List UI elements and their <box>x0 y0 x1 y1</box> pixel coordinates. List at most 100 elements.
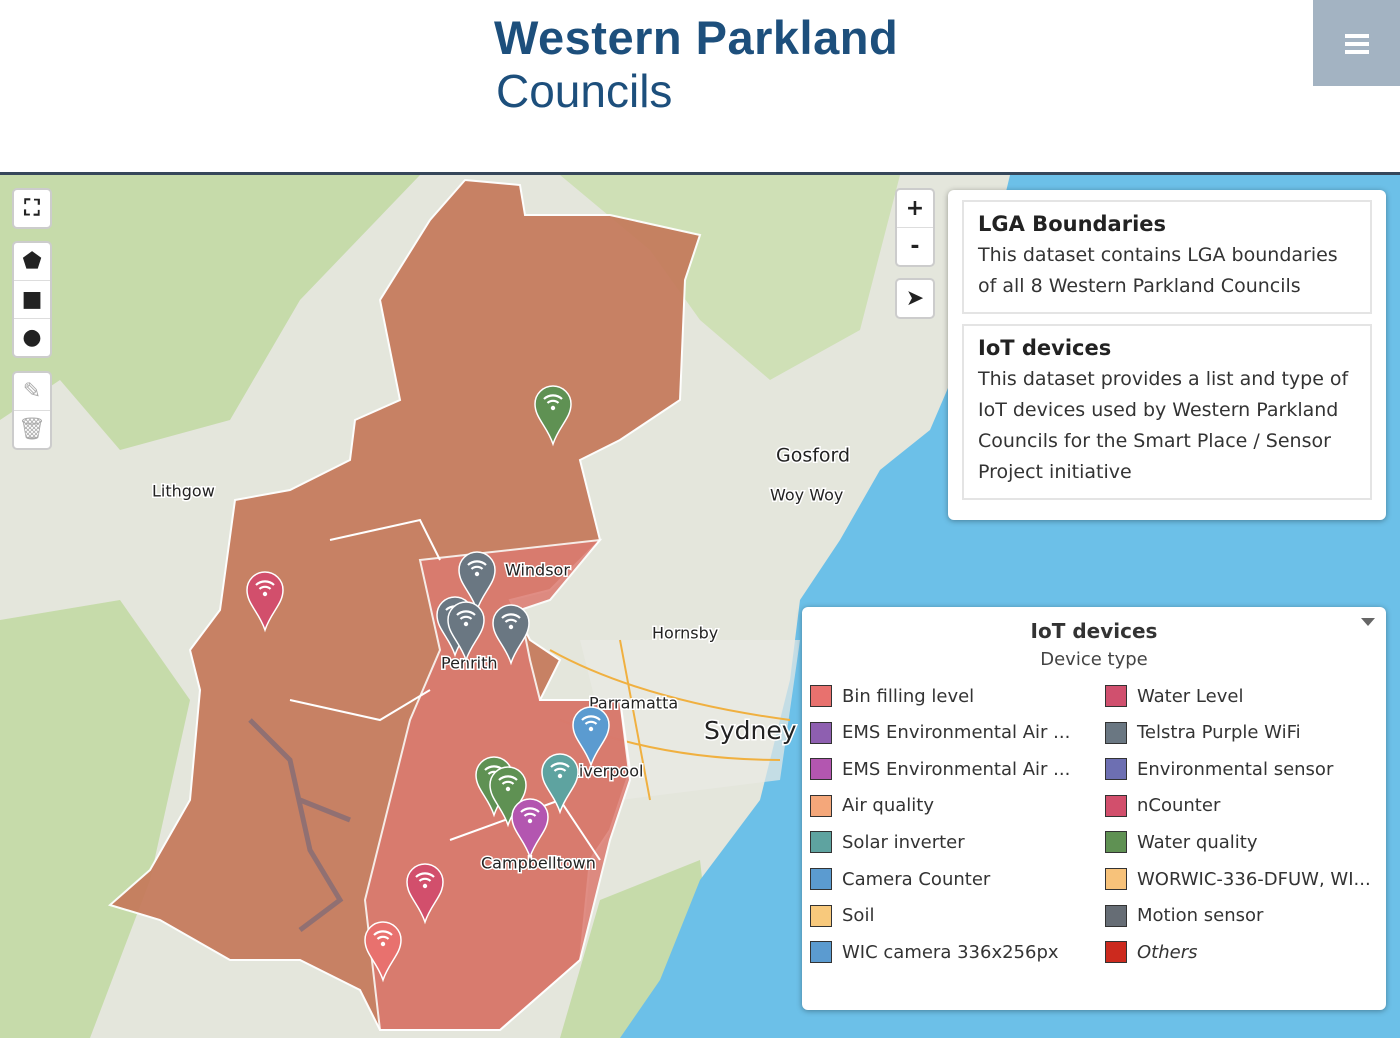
device-marker[interactable] <box>492 604 530 666</box>
legend-label: WORWIC-336-DFUW, WI... <box>1137 868 1371 890</box>
legend-label: nCounter <box>1137 795 1221 817</box>
wifi-dot <box>380 941 386 947</box>
device-marker[interactable] <box>458 551 496 613</box>
legend-item: nCounter <box>1105 793 1220 819</box>
marker-pin <box>572 706 610 768</box>
header: Western Parkland Councils <box>0 0 1400 175</box>
place-label: Windsor <box>505 561 570 580</box>
legend: IoT devices Device type Bin filling leve… <box>802 607 1386 1010</box>
zoom-control[interactable]: + - <box>895 188 935 267</box>
zoom-in[interactable]: + <box>897 190 933 228</box>
place-label: Campbelltown <box>481 854 596 873</box>
device-marker[interactable] <box>534 385 572 447</box>
fullscreen-control[interactable]: ⛶ <box>12 188 52 229</box>
legend-swatch <box>810 868 832 890</box>
wifi-dot <box>588 726 594 732</box>
legend-label: Environmental sensor <box>1137 758 1334 780</box>
device-marker[interactable] <box>406 863 444 925</box>
wifi-icon <box>501 613 521 623</box>
menu-button[interactable] <box>1313 0 1400 86</box>
legend-swatch <box>1105 941 1127 964</box>
legend-label: Water Level <box>1137 685 1244 707</box>
marker-pin <box>511 798 549 860</box>
wifi-dot <box>557 773 563 779</box>
legend-swatch <box>810 794 832 817</box>
device-marker[interactable] <box>511 798 549 860</box>
collapse-toggle[interactable] <box>1360 617 1376 627</box>
draw-toolbar[interactable]: ⬟ ■ ● <box>12 241 52 358</box>
legend-item: WORWIC-336-DFUW, WI... <box>1105 866 1371 892</box>
wifi-icon <box>543 394 563 404</box>
legend-label: EMS Environmental Air ... <box>842 722 1071 744</box>
title: Councils <box>496 65 673 117</box>
wifi-dot <box>262 591 268 597</box>
wifi-dot <box>422 883 428 889</box>
legend-swatch <box>1105 794 1127 817</box>
legend-item: Camera Counter <box>810 866 990 892</box>
place-label: Penrith <box>441 654 498 673</box>
legend-label: Others <box>1137 941 1198 963</box>
device-marker[interactable] <box>489 766 527 828</box>
marker-pin <box>406 863 444 925</box>
dataset-card: LGA Boundaries This dataset contains LGA … <box>962 200 1372 314</box>
legend-label: Solar inverter <box>842 831 965 853</box>
place-label: Liverpool <box>570 762 643 781</box>
device-marker[interactable] <box>447 601 485 663</box>
legend-item: Bin filling level <box>810 683 974 709</box>
wifi-dot <box>474 571 480 577</box>
legend-label: Air quality <box>842 795 935 817</box>
zoom-out[interactable]: - <box>910 234 920 259</box>
legend-label: Water quality <box>1137 831 1258 853</box>
marker-pin <box>447 601 485 663</box>
legend-label: Bin filling level <box>842 685 975 707</box>
legend-swatch <box>810 941 832 964</box>
legend-item: Water quality <box>1105 829 1258 855</box>
dataset-description: This dataset contains LGA boundaries of … <box>978 244 1338 297</box>
dataset-title: LGA Boundaries <box>978 212 1167 236</box>
marker-pin <box>364 921 402 983</box>
wifi-icon <box>498 775 518 785</box>
legend-item: Solar inverter <box>810 829 965 855</box>
legend-item: Soil <box>810 903 874 929</box>
legend-label: Motion sensor <box>1137 905 1264 927</box>
legend-swatch <box>810 721 832 744</box>
place-label: Parramatta <box>589 694 678 713</box>
device-marker[interactable] <box>246 571 284 633</box>
wifi-dot <box>550 405 556 411</box>
legend-title: IoT devices <box>1030 619 1158 643</box>
legend-label: Telstra Purple WiFi <box>1137 722 1301 744</box>
marker-pin <box>534 385 572 447</box>
info-panel: LGA Boundaries This dataset contains LGA … <box>948 190 1386 520</box>
place-label: Sydney <box>704 716 797 745</box>
dataset-description: This dataset provides a list and type of… <box>978 368 1349 483</box>
marker-pin <box>458 551 496 613</box>
wifi-dot <box>508 624 514 630</box>
marker-pin <box>492 604 530 666</box>
wifi-dot <box>463 621 469 627</box>
map[interactable]: Lithgow Gosford Woy Woy Windsor Hornsby Penri… <box>0 175 1400 1038</box>
marker-pin <box>541 753 579 815</box>
legend-swatch <box>810 904 832 927</box>
wifi-icon <box>456 610 476 620</box>
dataset-card: IoT devices This dataset provides a list … <box>962 324 1372 500</box>
legend-swatch <box>1105 868 1127 890</box>
legend-item: Others <box>1105 939 1198 965</box>
wifi-icon <box>373 930 393 940</box>
edit-toolbar[interactable]: ✎ 🗑 <box>12 371 52 450</box>
place-label: Lithgow <box>152 482 215 501</box>
place-label: Gosford <box>776 445 850 467</box>
device-marker[interactable] <box>541 753 579 815</box>
legend-swatch <box>810 685 832 707</box>
legend-item: Telstra Purple WiFi <box>1105 720 1301 746</box>
legend-item: WIC camera 336x256px <box>810 939 1059 965</box>
device-marker[interactable] <box>364 921 402 983</box>
legend-label: Soil <box>842 905 875 927</box>
marker-pin <box>489 766 527 828</box>
wifi-icon <box>467 560 487 570</box>
legend-item: EMS Environmental Air ... <box>810 756 1070 782</box>
device-marker[interactable] <box>572 706 610 768</box>
locate-control[interactable]: ➤ <box>895 278 935 319</box>
legend-item: Motion sensor <box>1105 903 1263 929</box>
legend-swatch <box>1105 831 1127 854</box>
